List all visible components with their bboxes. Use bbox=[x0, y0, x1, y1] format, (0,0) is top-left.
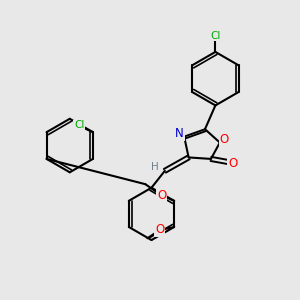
Text: O: O bbox=[155, 224, 164, 236]
Text: N: N bbox=[175, 127, 184, 140]
Text: O: O bbox=[228, 157, 237, 170]
Text: Cl: Cl bbox=[210, 31, 220, 40]
Text: H: H bbox=[152, 162, 159, 172]
Text: O: O bbox=[220, 133, 229, 146]
Text: O: O bbox=[157, 189, 166, 202]
Text: Cl: Cl bbox=[74, 120, 84, 130]
